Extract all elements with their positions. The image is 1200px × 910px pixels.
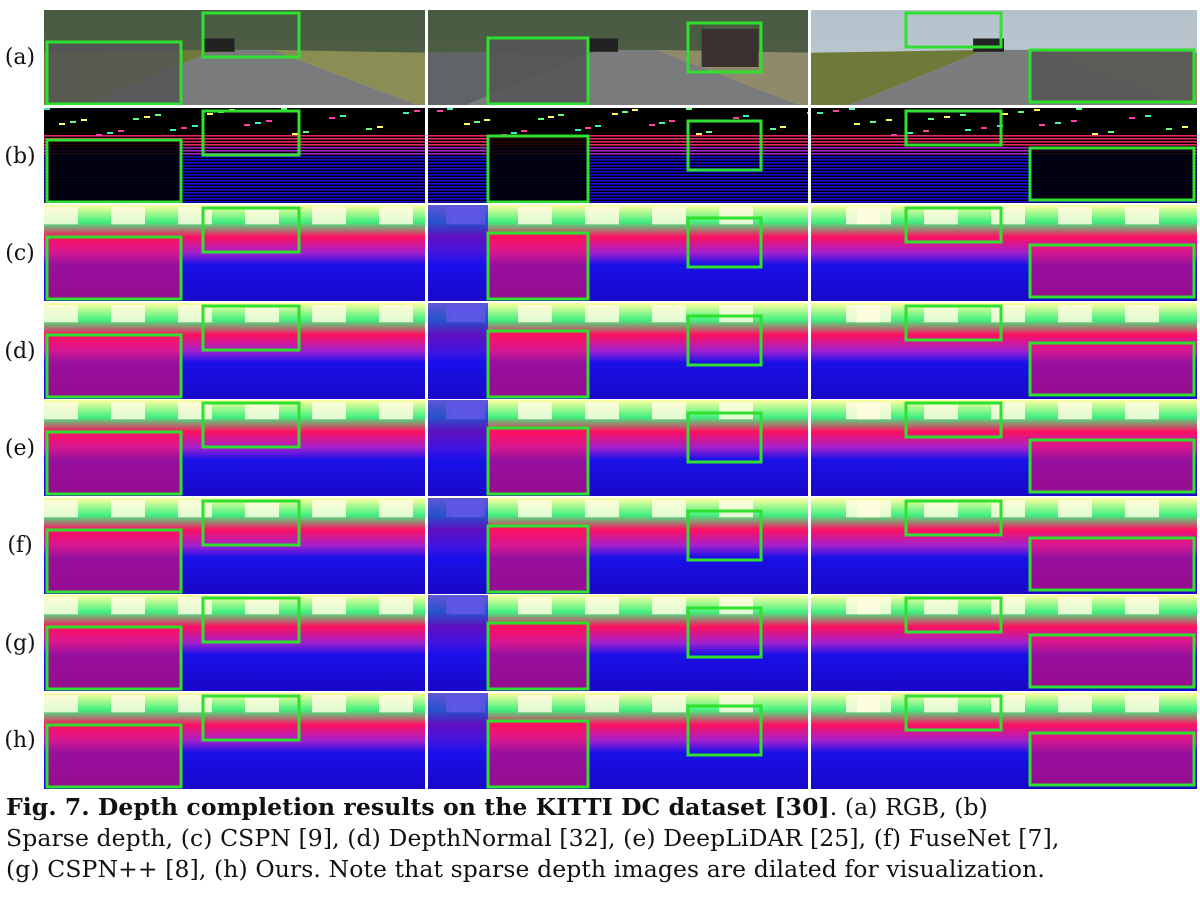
panel-e-middle xyxy=(428,400,808,496)
panel-a-left xyxy=(44,10,425,105)
row-label-a: (a) xyxy=(4,45,36,70)
panel-d-middle xyxy=(428,303,808,399)
panel-f-middle xyxy=(428,498,808,594)
row-label-g: (g) xyxy=(4,631,36,656)
panel-b-right xyxy=(811,108,1197,203)
panel-b-left xyxy=(44,108,425,203)
panel-g-right xyxy=(811,595,1197,691)
row-label-f: (f) xyxy=(7,533,33,558)
panel-e-right xyxy=(811,400,1197,496)
panel-d-left xyxy=(44,303,425,399)
panel-a-right xyxy=(811,10,1197,105)
panel-h-middle xyxy=(428,693,808,789)
panel-f-left xyxy=(44,498,425,594)
row-label-c: (c) xyxy=(5,241,35,266)
row-label-e: (e) xyxy=(4,436,36,461)
panel-b-middle xyxy=(428,108,808,203)
panel-c-middle xyxy=(428,205,808,301)
panel-g-middle xyxy=(428,595,808,691)
caption-line-1-rest: . (a) RGB, (b) xyxy=(829,793,988,821)
row-label-b: (b) xyxy=(4,144,36,169)
row-label-h: (h) xyxy=(4,728,36,753)
caption-title: Fig. 7. Depth completion results on the … xyxy=(6,793,830,821)
panel-c-left xyxy=(44,205,425,301)
panel-c-right xyxy=(811,205,1197,301)
caption-line-1: Fig. 7. Depth completion results on the … xyxy=(6,792,1196,823)
panel-a-middle xyxy=(428,10,808,105)
figure-caption: Fig. 7. Depth completion results on the … xyxy=(6,792,1196,885)
panel-g-left xyxy=(44,595,425,691)
panel-h-left xyxy=(44,693,425,789)
caption-line-2: Sparse depth, (c) CSPN [9], (d) DepthNor… xyxy=(6,824,1060,852)
panel-e-left xyxy=(44,400,425,496)
caption-line-3: (g) CSPN++ [8], (h) Ours. Note that spar… xyxy=(6,855,1045,883)
row-label-d: (d) xyxy=(4,339,36,364)
panel-f-right xyxy=(811,498,1197,594)
panel-h-right xyxy=(811,693,1197,789)
panel-d-right xyxy=(811,303,1197,399)
